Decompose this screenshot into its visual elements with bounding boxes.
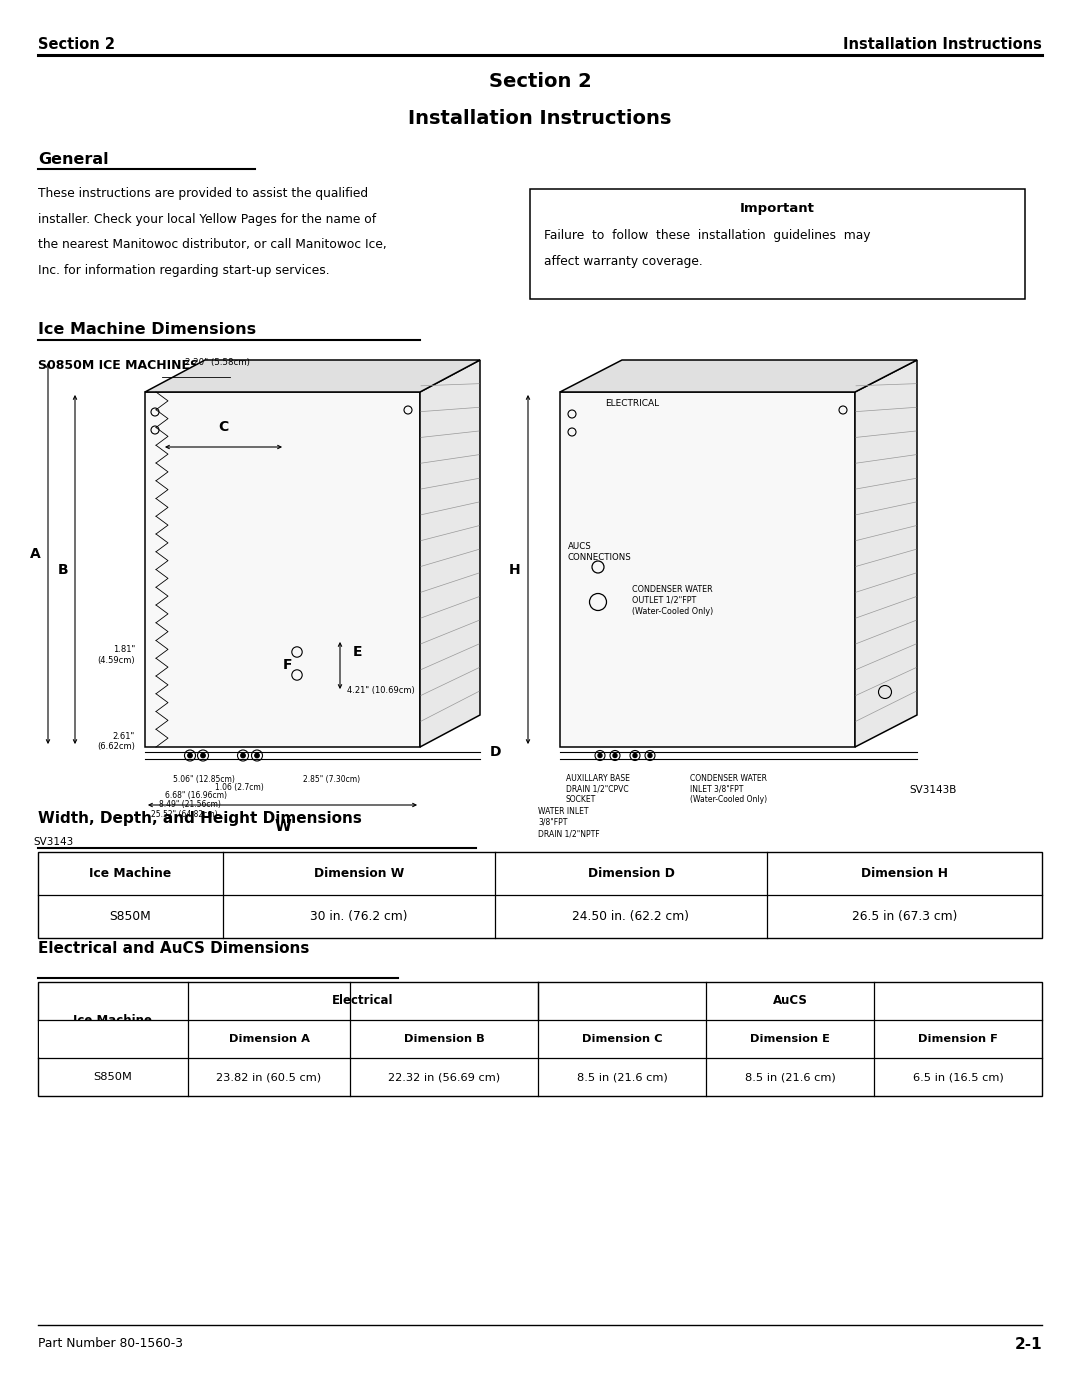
Text: 30 in. (76.2 cm): 30 in. (76.2 cm) [310,909,408,923]
Polygon shape [420,360,480,747]
Text: 24.50 in. (62.2 cm): 24.50 in. (62.2 cm) [572,909,689,923]
Circle shape [613,753,617,757]
Text: 1.81"
(4.59cm): 1.81" (4.59cm) [97,645,135,665]
Text: Failure  to  follow  these  installation  guidelines  may: Failure to follow these installation gui… [544,229,870,242]
Text: ELECTRICAL: ELECTRICAL [605,400,659,408]
Bar [38,982,1042,1097]
Text: AUCS
CONNECTIONS: AUCS CONNECTIONS [568,542,632,562]
Text: F: F [282,658,292,672]
Text: Section 2: Section 2 [488,73,592,91]
Text: Electrical: Electrical [333,995,394,1007]
Text: 8.5 in (21.6 cm): 8.5 in (21.6 cm) [577,1071,667,1083]
Circle shape [201,753,205,757]
Text: CONDENSER WATER
OUTLET 1/2"FPT
(Water-Cooled Only): CONDENSER WATER OUTLET 1/2"FPT (Water-Co… [632,585,713,616]
Text: W: W [274,819,291,834]
Text: D: D [490,745,501,759]
Text: DRAIN 1/2"NPTF: DRAIN 1/2"NPTF [538,828,599,838]
Text: Dimension W: Dimension W [314,868,404,880]
Polygon shape [145,360,480,393]
Bar [145,393,420,747]
Bar [38,852,1042,937]
Text: 4.21" (10.69cm): 4.21" (10.69cm) [347,686,415,694]
Text: the nearest Manitowoc distributor, or call Manitowoc Ice,: the nearest Manitowoc distributor, or ca… [38,237,387,251]
Text: B: B [57,563,68,577]
Polygon shape [855,360,917,747]
Text: WATER INLET
3/8"FPT: WATER INLET 3/8"FPT [538,807,589,827]
Bar [561,393,855,747]
Text: 22.32 in (56.69 cm): 22.32 in (56.69 cm) [388,1071,500,1083]
Circle shape [633,753,637,757]
Bar [39,1021,187,1058]
Text: Ice Machine: Ice Machine [90,868,172,880]
Text: SV3143: SV3143 [33,837,73,847]
Text: SV3143B: SV3143B [909,785,957,795]
Text: Important: Important [740,203,815,215]
Text: 25.52" (64.82cm): 25.52" (64.82cm) [151,810,218,819]
Text: 6.68" (16.96cm): 6.68" (16.96cm) [165,791,227,800]
Text: Dimension E: Dimension E [751,1034,829,1044]
Text: A: A [29,546,40,560]
Text: 6.5 in (16.5 cm): 6.5 in (16.5 cm) [913,1071,1003,1083]
Bar [530,189,1025,299]
Text: E: E [353,645,363,659]
Text: 5.06" (12.85cm): 5.06" (12.85cm) [173,775,234,784]
Text: Dimension H: Dimension H [861,868,948,880]
Text: 8.5 in (21.6 cm): 8.5 in (21.6 cm) [744,1071,835,1083]
Text: CONDENSER WATER
INLET 3/8"FPT
(Water-Cooled Only): CONDENSER WATER INLET 3/8"FPT (Water-Coo… [690,774,767,805]
Text: 8.49" (21.56cm): 8.49" (21.56cm) [159,800,221,809]
Text: 26.5 in (67.3 cm): 26.5 in (67.3 cm) [852,909,957,923]
Text: Width, Depth, and Height Dimensions: Width, Depth, and Height Dimensions [38,812,362,826]
Text: Section 2: Section 2 [38,36,114,52]
Circle shape [648,753,652,757]
Text: Installation Instructions: Installation Instructions [843,36,1042,52]
Text: C: C [218,420,228,434]
Text: 2-1: 2-1 [1014,1337,1042,1352]
Text: 23.82 in (60.5 cm): 23.82 in (60.5 cm) [216,1071,322,1083]
Text: Part Number 80-1560-3: Part Number 80-1560-3 [38,1337,183,1350]
Text: Inc. for information regarding start-up services.: Inc. for information regarding start-up … [38,264,329,277]
Text: AuCS: AuCS [772,995,808,1007]
Text: S850M: S850M [94,1071,133,1083]
Circle shape [241,753,245,757]
Text: Dimension B: Dimension B [404,1034,484,1044]
Circle shape [598,753,602,757]
Text: S0850M ICE MACHINES: S0850M ICE MACHINES [38,359,199,372]
Text: Ice Machine: Ice Machine [73,1013,152,1027]
Text: 2.61"
(6.62cm): 2.61" (6.62cm) [97,732,135,752]
Text: Electrical and AuCS Dimensions: Electrical and AuCS Dimensions [38,942,309,956]
Text: Dimension D: Dimension D [588,868,674,880]
Text: 2.20" (5.58cm): 2.20" (5.58cm) [185,358,249,367]
Text: installer. Check your local Yellow Pages for the name of: installer. Check your local Yellow Pages… [38,212,376,225]
Circle shape [188,753,192,757]
Text: AUXILLARY BASE
DRAIN 1/2"CPVC
SOCKET: AUXILLARY BASE DRAIN 1/2"CPVC SOCKET [566,774,630,805]
Text: General: General [38,152,109,168]
Text: Dimension A: Dimension A [229,1034,310,1044]
Text: 2.85" (7.30cm): 2.85" (7.30cm) [303,775,360,784]
Text: Dimension F: Dimension F [918,1034,998,1044]
Text: 1.06 (2.7cm): 1.06 (2.7cm) [215,782,264,792]
Text: Dimension C: Dimension C [582,1034,662,1044]
Text: affect warranty coverage.: affect warranty coverage. [544,256,703,268]
Text: S850M: S850M [110,909,151,923]
Polygon shape [561,360,917,393]
Circle shape [255,753,259,757]
Text: H: H [509,563,521,577]
Text: Ice Machine Dimensions: Ice Machine Dimensions [38,321,256,337]
Text: These instructions are provided to assist the qualified: These instructions are provided to assis… [38,187,368,200]
Text: Installation Instructions: Installation Instructions [408,109,672,129]
